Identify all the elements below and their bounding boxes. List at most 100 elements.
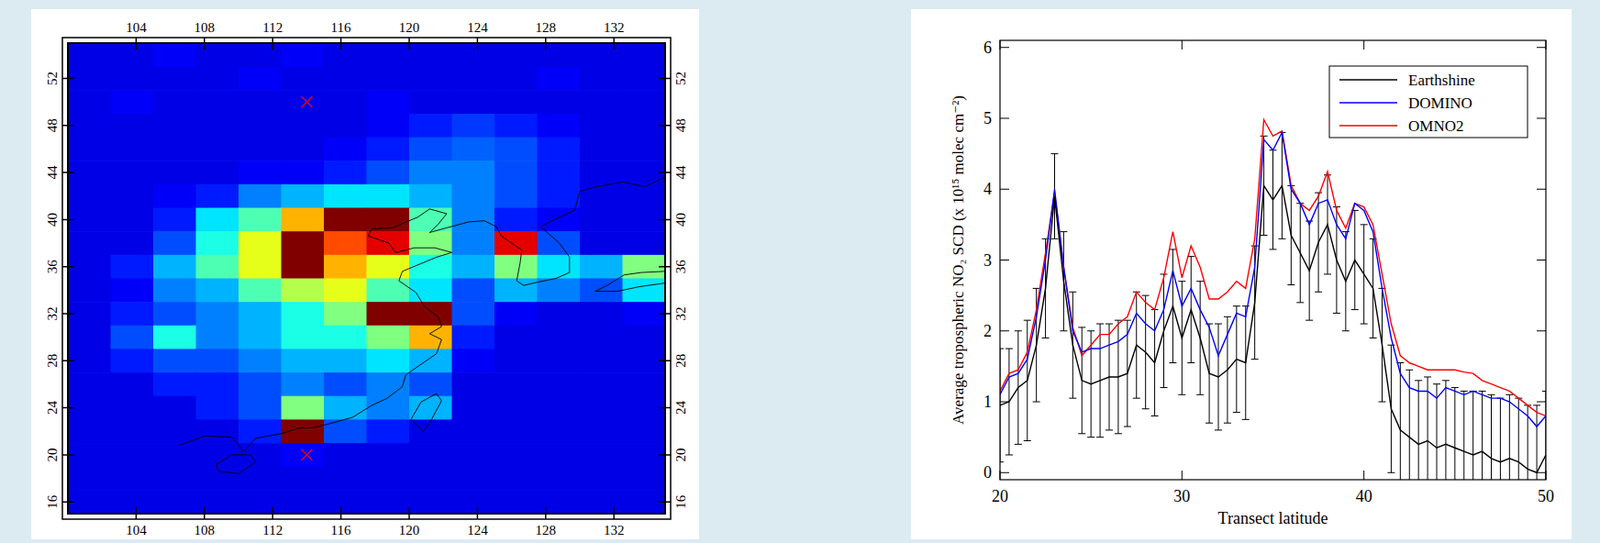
heatmap-cell [452,255,496,279]
heatmap-cell [111,301,155,326]
heatmap-cell [366,489,411,514]
error-bar [1405,369,1413,480]
heatmap-cell [281,396,325,421]
heatmap-cell [196,489,240,514]
heatmap-cell [579,443,623,467]
heatmap-cell [366,396,411,421]
heatmap-cell [67,160,112,185]
heatmap-cell [281,184,325,209]
heatmap-cell [323,372,367,397]
heatmap-cell [409,301,453,326]
y-tick-label: 3 [983,251,992,270]
heatmap-cell [196,301,240,326]
x-tick-label: 124 [466,522,489,538]
heatmap-cell [494,184,538,209]
heatmap-cell [494,113,538,138]
heatmap-cell [238,255,282,279]
y-tick-label: 1 [983,392,992,412]
x-tick-label: 108 [194,20,216,35]
heatmap-cell [153,113,197,138]
heatmap-cell [409,89,453,114]
heatmap-cell [111,113,155,138]
heatmap-cell [579,113,623,138]
heatmap-cell [409,255,453,279]
legend-label: OMNO2 [1408,117,1464,135]
x-tick [271,37,274,520]
heatmap-cell [323,43,367,67]
y-tick-label: 52 [44,71,60,86]
heatmap-cell [622,184,667,209]
heatmap-cell [452,489,496,514]
heatmap-cell [537,466,581,491]
heatmap-cell [153,184,197,209]
heatmap-cell [579,208,623,233]
x-tick-label: 104 [125,20,147,35]
heatmap-cell [409,348,453,373]
heatmap-cell [409,160,453,185]
heatmap-cell [281,113,325,138]
heatmap-cell [452,278,496,303]
coastline [178,177,666,452]
panel [911,9,1572,540]
heatmap-cell [153,372,197,397]
heatmap-cell [196,113,240,138]
heatmap-cell [579,231,623,256]
heatmap-cell [238,184,282,209]
heatmap-cell [281,278,325,303]
heatmap-cell [323,489,367,514]
heatmap-cell [111,231,155,256]
x-tick [477,37,479,520]
heatmap-cell [323,208,367,233]
series-line [1000,132,1546,427]
heatmap-cell [67,278,112,303]
coastline [595,271,666,292]
x-tick [135,37,138,520]
x-tick-label: 40 [1355,487,1373,506]
heatmap-cell [537,137,581,162]
heatmap-cell [67,208,112,233]
heatmap-cell [622,137,667,162]
heatmap-cell [452,208,496,233]
heatmap-cell [366,419,411,444]
heatmap-cell [366,113,411,138]
heatmap-cell [153,396,197,421]
heatmap-cell [111,184,155,209]
error-bar [1460,390,1468,480]
heatmap-cell [366,466,411,491]
coastline [411,393,442,432]
heatmap-cell [494,419,538,444]
heatmap-cell [153,443,197,467]
y-tick-label: 32 [44,306,60,321]
y-tick-label: 20 [44,447,60,462]
legend-label: DOMINO [1408,94,1473,112]
heatmap-cell [452,89,496,114]
y-tick-label: 32 [673,306,689,321]
heatmap-cell [67,113,112,138]
heatmap-cell [537,231,581,256]
heatmap-cell [452,66,496,91]
heatmap-cell [67,184,112,209]
heatmap-cell [153,255,197,279]
heatmap-cell [409,443,453,467]
heatmap-cell [196,137,240,162]
x-tick-label: 120 [399,20,421,35]
x-tick-label: 116 [331,20,352,35]
plot-area [1000,120,1546,480]
heatmap-cell [452,419,496,444]
heatmap-cell [196,396,240,421]
heatmap-cell [537,208,581,233]
heatmap-cell [409,184,453,209]
error-bar [1496,398,1504,480]
heatmap-cell [366,231,411,256]
heatmap-cell [111,160,155,185]
heatmap-cell [111,89,155,114]
heatmap-cell [537,443,581,467]
y-tick-label: 48 [673,118,689,133]
y-tick [62,266,671,268]
heatmap-cell [196,372,240,397]
heatmap-cell [452,160,496,185]
heatmap-cell [409,489,453,514]
heatmap-cell [494,348,538,373]
y-tick-label: 40 [44,212,60,227]
x-tick [340,37,343,520]
